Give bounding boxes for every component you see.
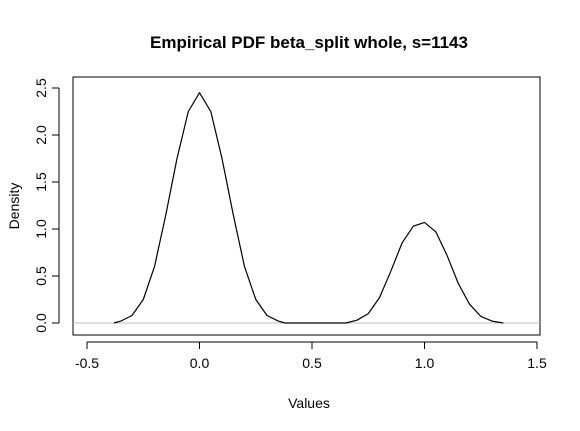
x-tick-label: 0.0 <box>190 355 210 371</box>
y-tick-label: 2.5 <box>33 78 49 98</box>
x-tick-label: 1.5 <box>527 355 547 371</box>
x-axis: -0.5 0.0 0.5 1.0 1.5 <box>75 341 547 371</box>
y-axis: 0.0 0.5 1.0 1.5 2.0 2.5 <box>33 78 60 333</box>
density-curve <box>113 92 504 324</box>
y-axis-label: Density <box>6 183 22 230</box>
y-tick-label: 1.0 <box>33 219 49 239</box>
x-tick-label: 1.0 <box>415 355 435 371</box>
x-tick-label: -0.5 <box>75 355 99 371</box>
x-tick-label: 0.5 <box>302 355 322 371</box>
y-tick-label: 1.5 <box>33 172 49 192</box>
y-tick-label: 0.5 <box>33 266 49 286</box>
plot-frame <box>72 76 541 336</box>
chart-title: Empirical PDF beta_split whole, s=1143 <box>150 33 468 52</box>
x-axis-label: Values <box>288 395 330 411</box>
y-tick-label: 0.0 <box>33 313 49 333</box>
y-tick-label: 2.0 <box>33 125 49 145</box>
